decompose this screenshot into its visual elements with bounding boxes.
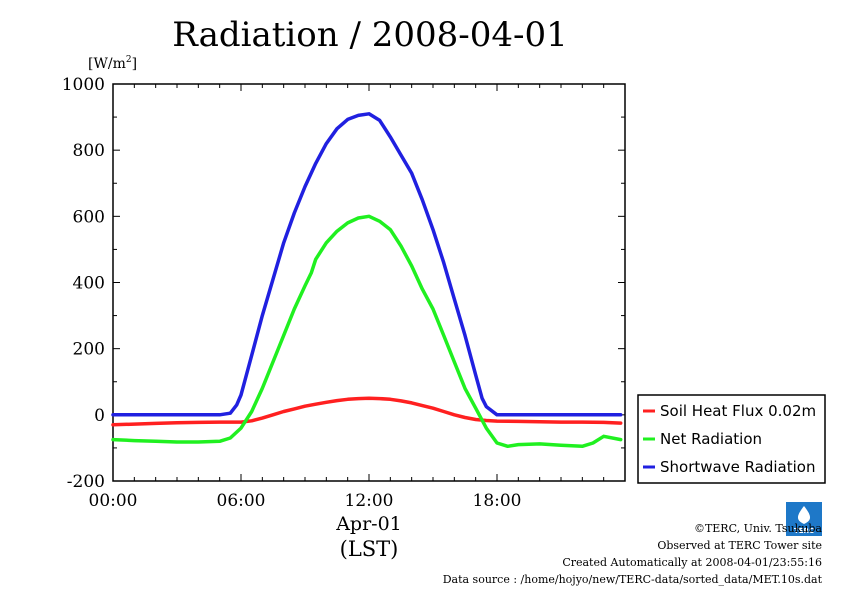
- y-unit-exp: 2: [126, 55, 132, 65]
- legend-label: Shortwave Radiation: [660, 458, 816, 476]
- y-tick-label: 1000: [62, 75, 105, 95]
- legend: Soil Heat Flux 0.02m Net Radiation Shortwa…: [637, 394, 826, 484]
- legend-label: Net Radiation: [660, 430, 762, 448]
- y-unit-close: ]: [132, 56, 137, 72]
- y-tick-label: 800: [73, 141, 105, 161]
- plot-layer: -200 0 200 400 600 800 1000 00:00 06:00 12:00 18:0…: [62, 75, 626, 511]
- y-tick-label: -200: [67, 472, 105, 492]
- x-tick-label: 06:00: [217, 491, 266, 511]
- logo-text: TERC: [794, 527, 814, 535]
- x-tick-label: 12:00: [345, 491, 394, 511]
- legend-items: Soil Heat Flux 0.02m Net Radiation Shortwa…: [643, 402, 816, 476]
- series-line-2: [111, 214, 623, 449]
- x-tick-label: 00:00: [89, 491, 138, 511]
- footer-created: Created Automatically at 2008-04-01/23:5…: [562, 556, 822, 569]
- terc-logo: TERC: [786, 502, 822, 536]
- logo-drop-icon: [797, 506, 811, 524]
- y-tick-label: 400: [73, 274, 105, 294]
- chart-title: Radiation / 2008-04-01: [172, 15, 568, 55]
- x-axis-date-label: Apr-01: [335, 513, 402, 535]
- footer-observed: Observed at TERC Tower site: [657, 539, 822, 552]
- footer-source: Data source : /home/hojyo/new/TERC-data/…: [443, 573, 823, 586]
- series-line-3: [111, 112, 623, 417]
- footer-copyright: ©TERC, Univ. Tsukuba: [694, 522, 822, 535]
- y-tick-label: 200: [73, 340, 105, 360]
- y-tick-label: 0: [94, 406, 105, 426]
- x-tick-label: 18:00: [473, 491, 522, 511]
- y-unit-base: [W/m: [88, 56, 126, 72]
- y-tick-label: 600: [73, 207, 105, 227]
- legend-box: [637, 394, 826, 484]
- y-axis-unit: [W/m2]: [88, 55, 137, 72]
- legend-label: Soil Heat Flux 0.02m: [660, 402, 816, 420]
- series-line-1: [111, 396, 623, 427]
- x-axis-label: (LST): [340, 537, 399, 561]
